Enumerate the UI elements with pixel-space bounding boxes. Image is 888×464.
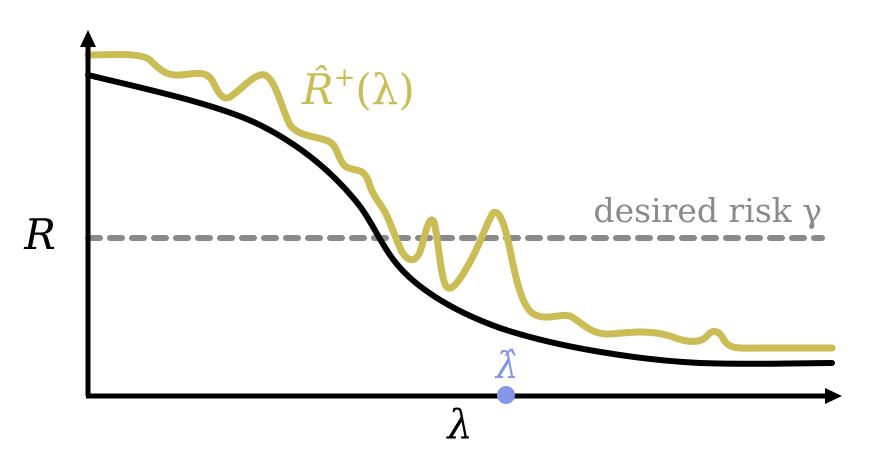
lambda-hat-point [497,386,515,404]
upper-bound-label: R̂+(λ) [301,63,415,114]
upper-bound-curve [84,50,836,352]
upper-bound-label-sup: + [334,63,356,93]
upper-bound-label-base: R̂ [301,63,334,114]
upper-bound-label-arg: (λ) [355,65,414,114]
x-axis-arrowhead [825,388,842,404]
y-axis-arrowhead [80,30,96,47]
y-axis-label: R [23,210,56,259]
lambda-hat-label: λ̂ [494,346,519,387]
x-axis-label: λ [445,402,472,448]
threshold-label: desired risk γ [593,191,822,230]
true-risk-curve [85,72,835,367]
